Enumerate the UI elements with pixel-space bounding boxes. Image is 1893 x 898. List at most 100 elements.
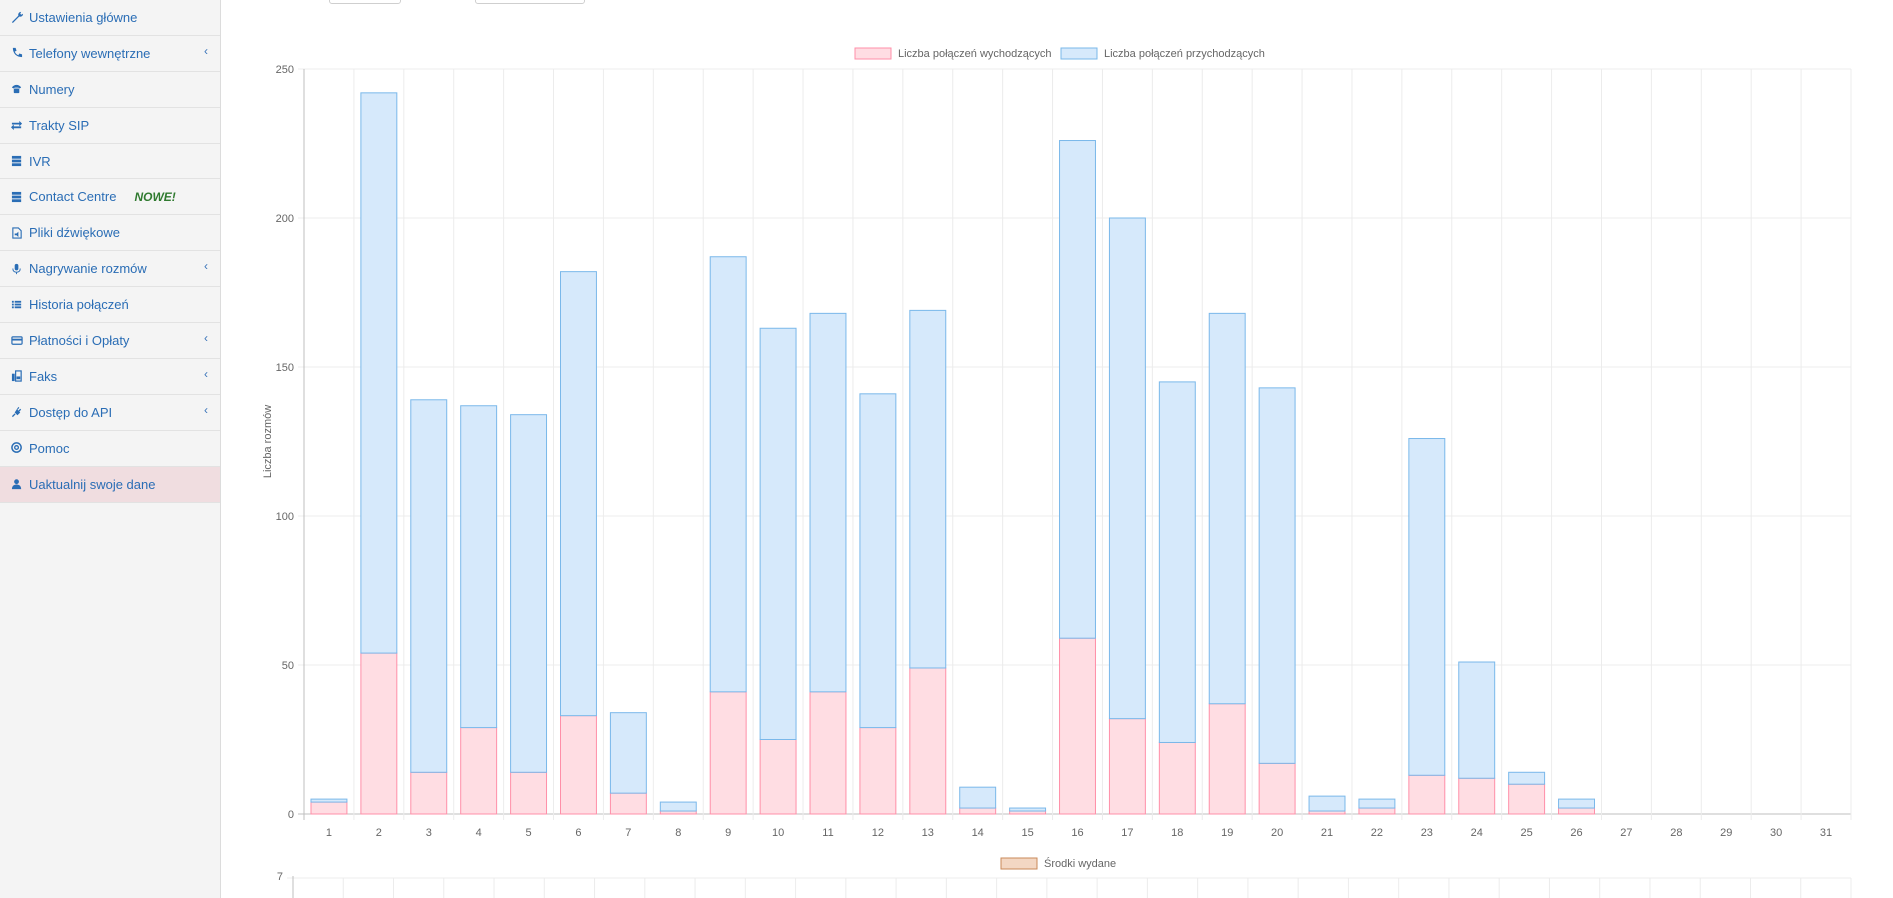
chevron-left-icon: ‹ xyxy=(204,331,208,346)
sidebar-item-dost-p-do-api[interactable]: Dostęp do API ‹ xyxy=(0,395,220,431)
sidebar-item-label: Historia połączeń xyxy=(29,297,129,313)
x-tick-label: 16 xyxy=(1071,827,1083,839)
credit-card-icon xyxy=(9,335,25,347)
bar-outgoing-day-2 xyxy=(360,652,398,815)
sidebar-item-p-atno-ci-i-op-aty[interactable]: Płatności i Opłaty ‹ xyxy=(0,323,220,359)
sidebar-item-label: Uaktualnij swoje dane xyxy=(29,476,156,492)
bar-incoming-day-20 xyxy=(1258,387,1296,764)
bar-incoming-day-15 xyxy=(1009,807,1047,812)
x-tick-label: 24 xyxy=(1471,827,1483,839)
main-content: 0 50 100 150 200 250 1 2 3 4 5 6 7 8 9 10 11 12 13 14 15 16 17… xyxy=(221,0,1893,898)
sidebar-item-label: Dostęp do API xyxy=(29,404,113,420)
x-tick-label: 30 xyxy=(1770,827,1782,839)
bar-incoming-day-22 xyxy=(1358,798,1396,809)
bar-incoming-day-2 xyxy=(360,92,398,654)
y-tick-label: 250 xyxy=(276,64,294,76)
server-icon xyxy=(9,155,25,167)
sidebar-item-contact-centre[interactable]: Contact Centre NOWE! xyxy=(0,180,220,216)
exchange-icon xyxy=(9,119,25,131)
bar-incoming-day-9 xyxy=(709,256,747,693)
bar-incoming-day-8 xyxy=(659,801,697,812)
legend-label-incoming: Liczba połączeń przychodzących xyxy=(1104,48,1265,60)
x-tick-label: 31 xyxy=(1820,827,1832,839)
sidebar-item-ustawienia-g-wne[interactable]: Ustawienia główne xyxy=(0,0,220,36)
bar-outgoing-day-7 xyxy=(609,792,647,815)
bar-incoming-day-1 xyxy=(310,798,348,803)
sidebar-item-trakty-sip[interactable]: Trakty SIP xyxy=(0,108,220,144)
bar-outgoing-day-18 xyxy=(1158,741,1196,815)
chevron-left-icon: ‹ xyxy=(204,402,208,417)
sidebar-item-faks[interactable]: Faks ‹ xyxy=(0,359,220,395)
bar-incoming-day-26 xyxy=(1558,798,1595,809)
bar-incoming-day-11 xyxy=(809,312,847,693)
user-icon xyxy=(9,478,25,490)
audio-file-icon xyxy=(9,227,25,239)
bar-outgoing-day-9 xyxy=(709,691,747,815)
sidebar-item-uaktualnij-swoje-dane[interactable]: Uaktualnij swoje dane xyxy=(0,466,220,503)
legend-label-outgoing: Liczba połączeń wychodzących xyxy=(898,48,1051,60)
legend-label-spent: Środki wydane xyxy=(1044,857,1116,870)
bar-outgoing-day-22 xyxy=(1358,807,1396,815)
x-tick-label: 5 xyxy=(526,827,532,839)
sidebar-item-ivr[interactable]: IVR xyxy=(0,144,220,180)
sidebar-item-label: Pliki dźwiękowe xyxy=(29,225,121,241)
bar-incoming-day-21 xyxy=(1308,795,1346,812)
y-tick-label: 7 xyxy=(277,871,283,883)
bar-outgoing-day-11 xyxy=(809,691,847,815)
bar-outgoing-day-3 xyxy=(410,771,448,815)
bar-incoming-day-14 xyxy=(959,786,997,809)
sidebar-item-label: Faks xyxy=(29,368,58,384)
sidebar-item-telefony-wewn-trzne[interactable]: Telefony wewnętrzne ‹ xyxy=(0,36,220,72)
sidebar-item-historia-po-cze-[interactable]: Historia połączeń xyxy=(0,287,220,324)
top-select-right[interactable] xyxy=(475,0,585,4)
bar-outgoing-day-23 xyxy=(1408,774,1446,815)
x-tick-label: 17 xyxy=(1121,827,1133,839)
x-tick-label: 28 xyxy=(1670,827,1682,839)
top-select-left[interactable] xyxy=(329,0,401,4)
x-tick-label: 10 xyxy=(772,827,784,839)
bar-incoming-day-6 xyxy=(560,271,597,717)
x-tick-label: 11 xyxy=(822,827,833,839)
bar-incoming-day-19 xyxy=(1208,312,1246,705)
server-icon xyxy=(9,191,25,203)
chevron-left-icon: ‹ xyxy=(204,367,208,381)
new-badge: NOWE! xyxy=(134,189,176,204)
sidebar-item-pomoc[interactable]: Pomoc xyxy=(0,431,220,467)
legend-swatch-spent xyxy=(1000,857,1038,870)
sidebar-item-label: Telefony wewnętrzne xyxy=(29,45,151,61)
bar-incoming-day-16 xyxy=(1059,140,1096,639)
sidebar-item-nagrywanie-rozm-w[interactable]: Nagrywanie rozmów ‹ xyxy=(0,251,220,288)
x-tick-label: 7 xyxy=(625,827,631,839)
legend-swatch-outgoing xyxy=(854,47,892,60)
plug-icon xyxy=(9,406,25,418)
x-tick-label: 21 xyxy=(1321,827,1333,839)
bar-outgoing-day-16 xyxy=(1059,637,1096,815)
x-tick-label: 3 xyxy=(426,827,432,839)
bar-outgoing-day-1 xyxy=(310,801,348,815)
bar-incoming-day-10 xyxy=(759,327,797,740)
sidebar-item-numery[interactable]: Numery xyxy=(0,72,220,108)
bar-incoming-day-3 xyxy=(410,399,448,773)
bar-outgoing-day-4 xyxy=(460,727,498,815)
x-tick-label: 14 xyxy=(972,827,984,839)
bar-incoming-day-13 xyxy=(909,309,947,669)
sidebar-item-label: Numery xyxy=(29,81,75,97)
bar-outgoing-day-5 xyxy=(510,771,548,815)
bar-outgoing-day-13 xyxy=(909,667,947,815)
x-tick-label: 12 xyxy=(872,827,884,839)
wrench-icon xyxy=(9,11,25,24)
legend-swatch-incoming xyxy=(1060,47,1098,60)
bar-outgoing-day-6 xyxy=(560,715,597,815)
y-tick-label: 150 xyxy=(276,362,294,374)
x-tick-label: 13 xyxy=(922,827,934,839)
bar-incoming-day-12 xyxy=(859,393,897,729)
bar-incoming-day-25 xyxy=(1508,771,1546,785)
sidebar-item-label: Contact Centre xyxy=(29,189,117,205)
sidebar-item-pliki-d-wi-kowe[interactable]: Pliki dźwiękowe xyxy=(0,215,220,252)
bar-incoming-day-18 xyxy=(1158,381,1196,743)
y-tick-label: 200 xyxy=(276,213,294,225)
x-tick-label: 29 xyxy=(1720,827,1732,839)
bar-incoming-day-23 xyxy=(1408,438,1446,776)
sidebar-item-label: IVR xyxy=(29,153,51,169)
bar-outgoing-day-14 xyxy=(959,807,997,815)
